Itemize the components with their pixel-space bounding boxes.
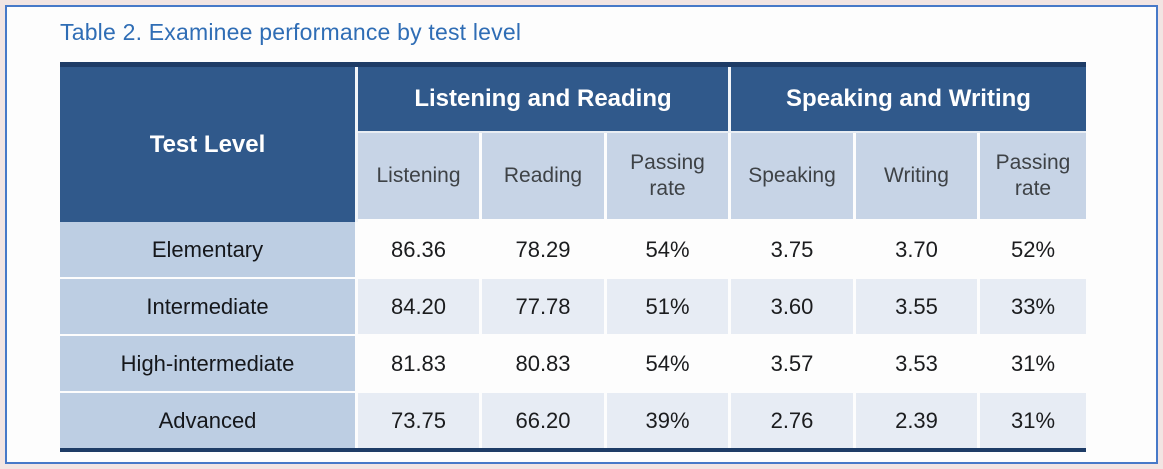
group-header-listening-reading: Listening and Reading xyxy=(358,67,731,133)
data-cell: 3.55 xyxy=(856,279,980,336)
table-row-intermediate: Intermediate 84.20 77.78 51% 3.60 3.55 3… xyxy=(60,279,1086,336)
data-cell: 52% xyxy=(980,222,1086,279)
data-cell: 80.83 xyxy=(482,336,607,393)
column-header-label: Passing rate xyxy=(995,151,1071,200)
data-cell: 84.20 xyxy=(358,279,482,336)
group-header-speaking-writing: Speaking and Writing xyxy=(731,67,1086,133)
level-cell: Elementary xyxy=(60,222,358,279)
column-header-speaking: Speaking xyxy=(731,133,856,222)
data-cell: 31% xyxy=(980,336,1086,393)
level-cell: High-intermediate xyxy=(60,336,358,393)
data-cell: 54% xyxy=(607,336,731,393)
data-cell: 73.75 xyxy=(358,393,482,448)
data-cell: 86.36 xyxy=(358,222,482,279)
data-cell: 3.60 xyxy=(731,279,856,336)
column-header-passing-rate-sw: Passing rate xyxy=(980,133,1086,222)
table-body: Elementary 86.36 78.29 54% 3.75 3.70 52%… xyxy=(60,222,1086,448)
table-row-advanced: Advanced 73.75 66.20 39% 2.76 2.39 31% xyxy=(60,393,1086,448)
column-header-passing-rate-lr: Passing rate xyxy=(607,133,731,222)
page-frame: Table 2. Examinee performance by test le… xyxy=(5,5,1158,464)
table-caption: Table 2. Examinee performance by test le… xyxy=(60,19,522,45)
column-header-reading: Reading xyxy=(482,133,607,222)
table-row-elementary: Elementary 86.36 78.29 54% 3.75 3.70 52% xyxy=(60,222,1086,279)
data-cell: 3.75 xyxy=(731,222,856,279)
data-cell: 3.57 xyxy=(731,336,856,393)
table-header: Test Level Listening and Reading Speakin… xyxy=(60,67,1086,222)
data-cell: 66.20 xyxy=(482,393,607,448)
column-header-listening: Listening xyxy=(358,133,482,222)
level-cell: Advanced xyxy=(60,393,358,448)
data-cell: 39% xyxy=(607,393,731,448)
performance-table: Test Level Listening and Reading Speakin… xyxy=(60,62,1086,452)
data-cell: 81.83 xyxy=(358,336,482,393)
column-header-label: Passing rate xyxy=(630,151,705,200)
group-header-row: Test Level Listening and Reading Speakin… xyxy=(60,67,1086,222)
data-cell: 3.70 xyxy=(856,222,980,279)
data-cell: 2.76 xyxy=(731,393,856,448)
data-cell: 77.78 xyxy=(482,279,607,336)
level-cell: Intermediate xyxy=(60,279,358,336)
test-level-header: Test Level xyxy=(60,67,358,222)
data-cell: 3.53 xyxy=(856,336,980,393)
data-cell: 33% xyxy=(980,279,1086,336)
data-cell: 78.29 xyxy=(482,222,607,279)
data-cell: 54% xyxy=(607,222,731,279)
data-cell: 2.39 xyxy=(856,393,980,448)
data-cell: 31% xyxy=(980,393,1086,448)
column-header-writing: Writing xyxy=(856,133,980,222)
table-row-high-intermediate: High-intermediate 81.83 80.83 54% 3.57 3… xyxy=(60,336,1086,393)
sub-header-row: Listening Reading Passing rate Speaking … xyxy=(60,133,1086,222)
data-cell: 51% xyxy=(607,279,731,336)
